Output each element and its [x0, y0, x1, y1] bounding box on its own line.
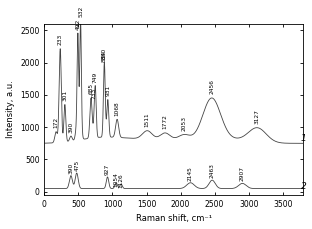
Text: 1511: 1511	[145, 112, 150, 127]
Text: 931: 931	[105, 85, 110, 96]
Text: 685: 685	[89, 83, 94, 94]
Text: 390: 390	[68, 162, 73, 174]
X-axis label: Raman shift, cm⁻¹: Raman shift, cm⁻¹	[136, 214, 212, 224]
Text: 2456: 2456	[209, 79, 214, 94]
Text: 301: 301	[62, 90, 67, 101]
Text: 3127: 3127	[255, 109, 260, 124]
Y-axis label: Intensity, a.u.: Intensity, a.u.	[6, 81, 15, 138]
Text: 172: 172	[54, 117, 59, 128]
Text: 749: 749	[93, 71, 98, 83]
Text: 880: 880	[102, 48, 107, 59]
Text: 733: 733	[92, 88, 97, 99]
Text: 2053: 2053	[182, 116, 187, 131]
Text: 2463: 2463	[210, 163, 215, 178]
Text: 532: 532	[78, 6, 83, 17]
Text: 1772: 1772	[163, 114, 168, 129]
Text: 492: 492	[76, 18, 80, 30]
Text: 475: 475	[74, 160, 79, 171]
Text: 2: 2	[300, 182, 306, 191]
Text: 2907: 2907	[240, 166, 245, 181]
Text: 884: 884	[102, 50, 107, 62]
Text: 927: 927	[105, 164, 110, 175]
Text: 1126: 1126	[119, 173, 124, 188]
Text: 2145: 2145	[188, 166, 193, 181]
Text: 1054: 1054	[114, 172, 119, 187]
Text: 390: 390	[68, 121, 73, 133]
Text: 233: 233	[58, 34, 63, 45]
Text: 1068: 1068	[115, 101, 119, 116]
Text: 1: 1	[300, 134, 306, 143]
